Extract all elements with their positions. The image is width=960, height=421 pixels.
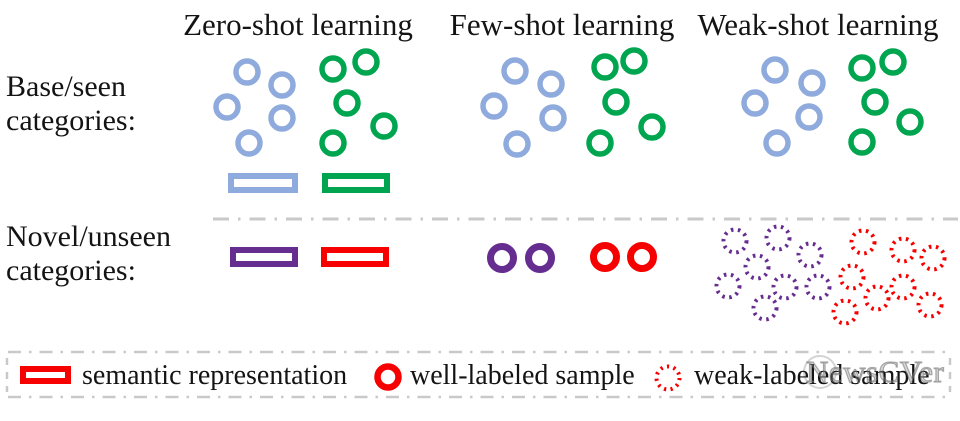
sample-circle	[896, 108, 924, 136]
weak-shot-base-green-samples	[848, 48, 924, 156]
weak-shot-novel-red-weak-labeled-samples	[831, 228, 947, 326]
sample-circle	[798, 69, 826, 97]
sample-circle	[919, 244, 947, 272]
sample-circle	[714, 272, 742, 300]
sample-circle	[586, 129, 614, 157]
row-label-novel-line1: Novel/unseen	[6, 220, 171, 253]
column-title-zero-shot: Zero-shot learning	[183, 7, 413, 42]
sample-circle	[889, 273, 917, 301]
sample-circle	[743, 253, 771, 281]
sample-circle	[771, 273, 799, 301]
sample-circle	[480, 92, 508, 120]
sample-circle	[333, 89, 361, 117]
sample-circle	[764, 224, 792, 252]
zero-shot-base-green-samples	[319, 48, 398, 157]
sample-circle	[487, 243, 517, 273]
sample-circle	[602, 88, 630, 116]
sample-circle	[620, 47, 648, 75]
legend-label-semantic-representation: semantic representation	[82, 360, 348, 391]
sample-circle	[638, 113, 666, 141]
sample-circle	[761, 56, 789, 84]
sample-circle	[319, 129, 347, 157]
sample-circle	[591, 53, 619, 81]
sample-circle	[590, 242, 620, 272]
few-shot-base-blue-samples	[480, 57, 567, 158]
sample-circle	[795, 103, 823, 131]
watermark-logo-circle	[803, 355, 837, 389]
well-labeled-sample-circle-icon	[374, 363, 402, 391]
sample-circle	[537, 70, 565, 98]
sample-circle	[352, 48, 380, 76]
sample-circle	[916, 291, 944, 319]
weak-shot-base-blue-samples	[741, 56, 826, 157]
sample-circle	[804, 273, 832, 301]
sample-circle	[268, 104, 296, 132]
sample-circle	[319, 55, 347, 83]
sample-circle	[863, 284, 891, 312]
sample-circle	[831, 298, 859, 326]
zero-shot-novel-purple-semantic-rect	[230, 247, 298, 267]
sample-circle	[861, 88, 889, 116]
sample-circle	[751, 294, 779, 322]
sample-circle	[848, 128, 876, 156]
row-label-novel-unseen: Novel/unseen categories:	[6, 220, 171, 288]
few-shot-novel-purple-well-labeled-samples	[487, 243, 555, 273]
sample-circle	[370, 112, 398, 140]
zero-shot-base-blue-samples	[213, 58, 296, 157]
row-label-base-seen: Base/seen categories:	[6, 70, 136, 138]
few-shot-base-green-samples	[586, 47, 666, 157]
few-shot-novel-red-well-labeled-samples	[590, 242, 657, 272]
sample-circle	[721, 227, 749, 255]
sample-circle	[627, 242, 657, 272]
sample-circle	[763, 129, 791, 157]
zero-shot-base-green-semantic-rect	[322, 173, 390, 193]
row-label-base-line2: categories:	[6, 104, 136, 137]
sample-circle	[233, 58, 261, 86]
sample-circle	[879, 48, 907, 76]
sample-circle	[741, 89, 769, 117]
semantic-representation-rect-icon	[20, 366, 71, 384]
sample-circle	[235, 129, 263, 157]
sample-circle	[838, 263, 866, 291]
weak-shot-novel-purple-weak-labeled-samples	[714, 224, 832, 322]
sample-circle	[539, 104, 567, 132]
row-label-base-line1: Base/seen	[6, 70, 126, 103]
row-label-novel-line2: categories:	[6, 254, 136, 287]
sample-circle	[501, 57, 529, 85]
zero-shot-novel-red-semantic-rect	[321, 247, 389, 267]
sample-circle	[503, 130, 531, 158]
weak-labeled-sample-dotted-circle-icon	[654, 364, 682, 392]
sample-circle	[889, 236, 917, 264]
sample-circle	[525, 243, 555, 273]
sample-circle	[849, 228, 877, 256]
column-title-few-shot: Few-shot learning	[449, 7, 675, 42]
sample-circle	[796, 241, 824, 269]
legend-label-weak-labeled-sample: weak-labeled sample	[694, 360, 930, 391]
sample-circle	[848, 54, 876, 82]
legend-label-well-labeled-sample: well-labeled sample	[410, 360, 635, 391]
column-title-weak-shot: Weak-shot learning	[697, 7, 939, 42]
sample-circle	[213, 93, 241, 121]
sample-circle	[268, 71, 296, 99]
zero-shot-base-blue-semantic-rect	[228, 173, 298, 193]
